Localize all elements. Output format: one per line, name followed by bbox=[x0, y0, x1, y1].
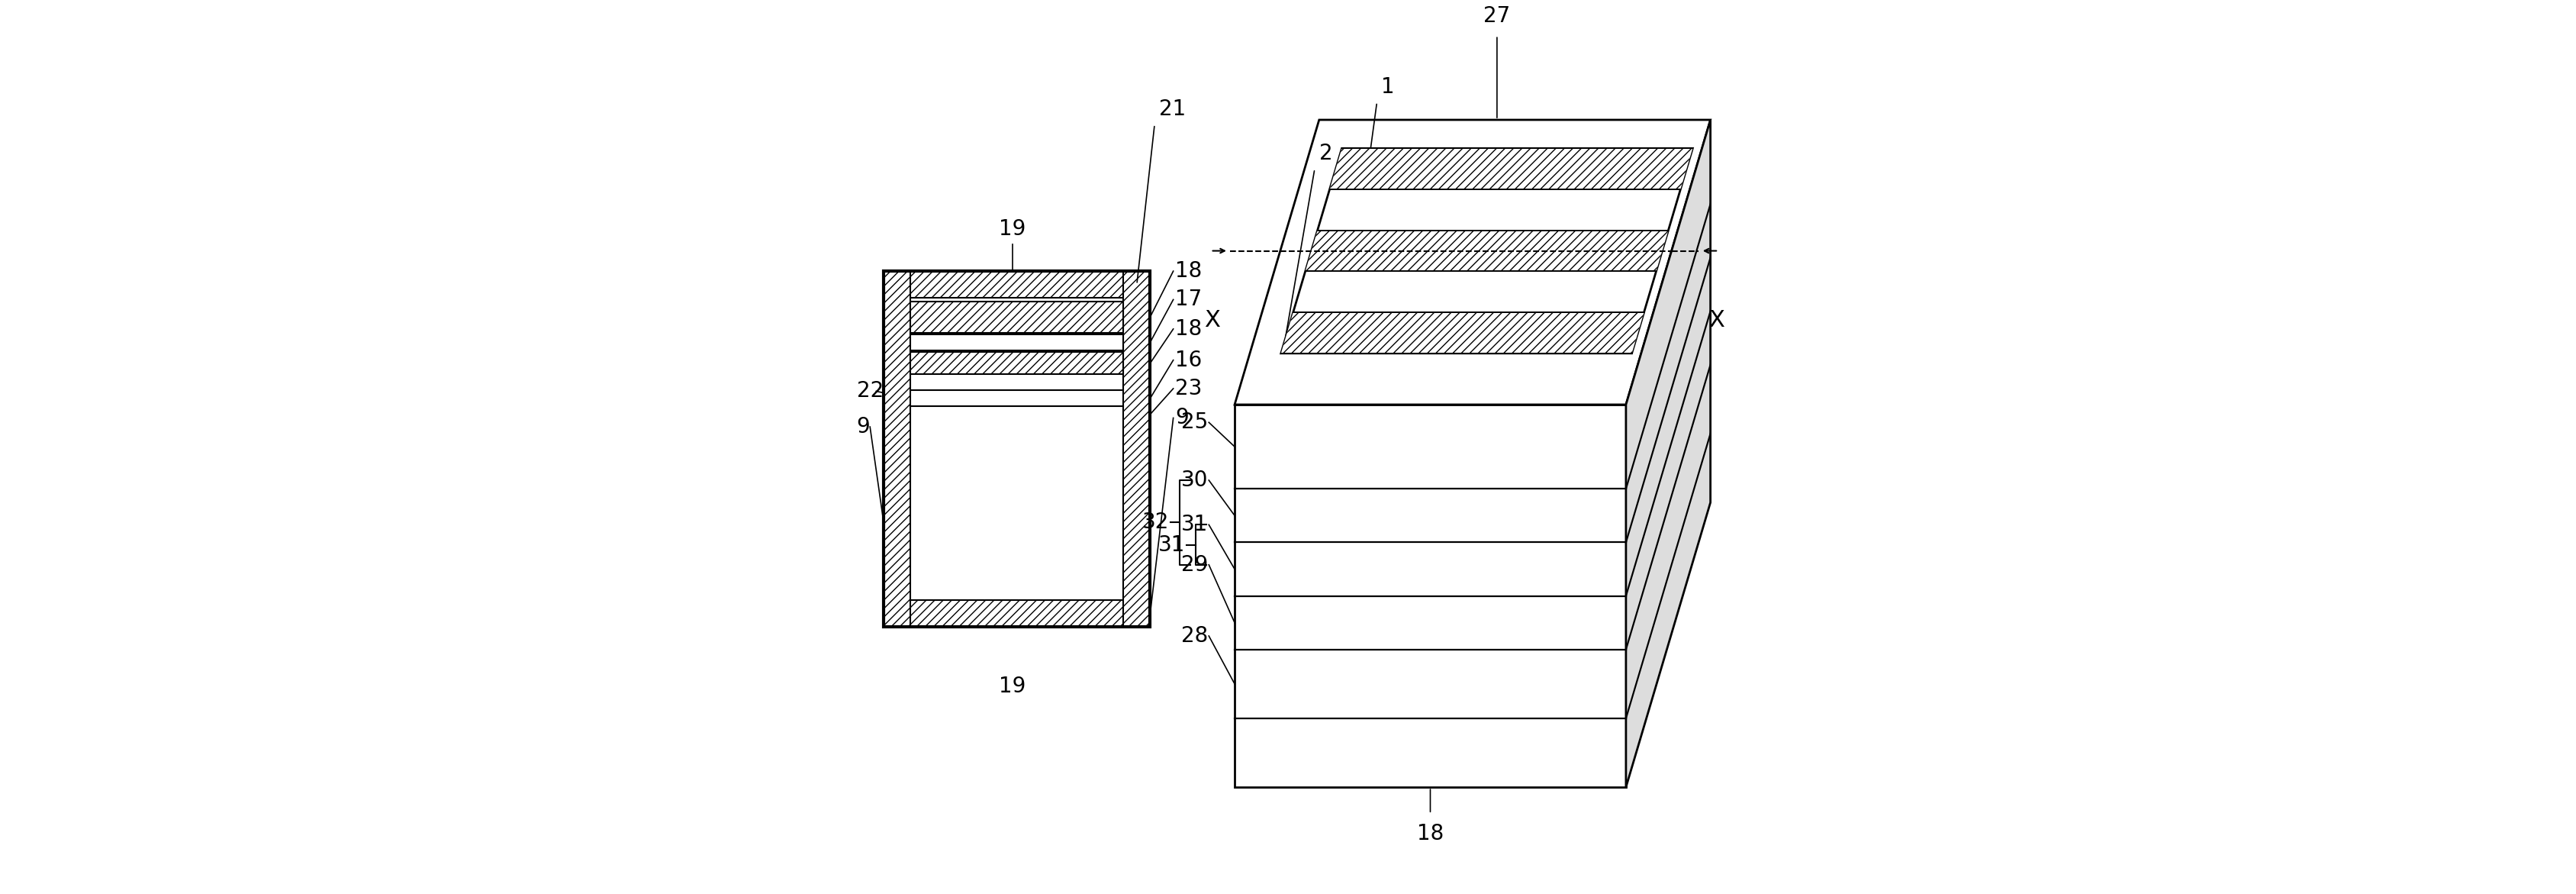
Bar bbox=[909, 334, 1123, 350]
Text: 2: 2 bbox=[1319, 143, 1332, 164]
Bar bbox=[884, 271, 909, 627]
Text: 18: 18 bbox=[1175, 318, 1203, 340]
Text: 25: 25 bbox=[1180, 412, 1208, 433]
Polygon shape bbox=[1306, 231, 1669, 272]
Bar bbox=[909, 352, 1123, 375]
Bar bbox=[1123, 271, 1149, 627]
Text: 30: 30 bbox=[1180, 469, 1208, 491]
Text: 18: 18 bbox=[1417, 822, 1443, 844]
Text: 16: 16 bbox=[1175, 350, 1203, 371]
Polygon shape bbox=[1280, 148, 1692, 353]
Polygon shape bbox=[1329, 148, 1692, 190]
Text: 32: 32 bbox=[1141, 511, 1170, 533]
Text: 21: 21 bbox=[1159, 98, 1185, 120]
Bar bbox=[884, 271, 1149, 627]
Bar bbox=[909, 301, 1123, 333]
Text: 18: 18 bbox=[1175, 260, 1203, 282]
Text: 1: 1 bbox=[1381, 76, 1394, 97]
Text: X: X bbox=[1708, 309, 1723, 331]
Text: X: X bbox=[1206, 309, 1221, 331]
Bar bbox=[884, 271, 1149, 298]
Text: 29: 29 bbox=[1180, 554, 1208, 576]
Text: 23: 23 bbox=[1175, 378, 1203, 400]
Text: 22: 22 bbox=[858, 381, 884, 402]
Text: 19: 19 bbox=[999, 219, 1025, 240]
Text: 31: 31 bbox=[1157, 534, 1185, 555]
Text: 19: 19 bbox=[999, 676, 1025, 697]
Text: 17: 17 bbox=[1175, 289, 1203, 310]
Polygon shape bbox=[1234, 120, 1710, 405]
Text: 9: 9 bbox=[858, 416, 871, 437]
Text: 27: 27 bbox=[1484, 5, 1510, 27]
Polygon shape bbox=[1234, 405, 1625, 788]
Text: 31: 31 bbox=[1180, 514, 1208, 536]
Polygon shape bbox=[1280, 312, 1643, 353]
Polygon shape bbox=[1625, 120, 1710, 788]
Text: 28: 28 bbox=[1180, 625, 1208, 646]
Text: 9: 9 bbox=[1175, 408, 1188, 428]
Bar bbox=[884, 601, 1149, 627]
